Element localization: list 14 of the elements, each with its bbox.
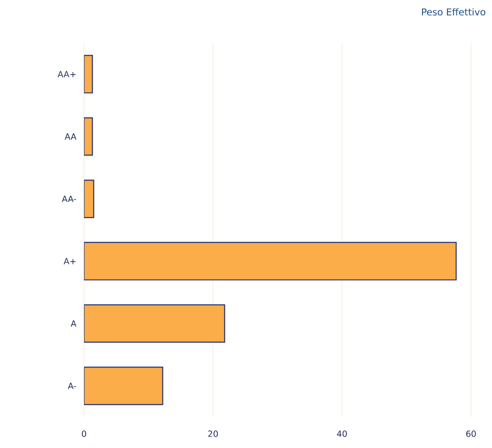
y-tick-label: A+ [64,258,76,264]
y-tick-label: AA- [62,196,76,202]
y-tick-label: A [70,320,76,327]
x-tick-label: 20 [208,430,218,437]
bar [84,304,226,343]
x-tick-label: 0 [82,430,86,437]
y-tick-label: AA [64,133,76,140]
x-tick-label: 60 [466,430,476,437]
y-tick-label: A- [68,382,76,389]
x-tick-label: 40 [337,430,347,437]
chart-title: Peso Effettivo [422,8,486,16]
bar [84,242,457,280]
bar [84,366,164,406]
y-tick-label: AA+ [58,71,76,78]
